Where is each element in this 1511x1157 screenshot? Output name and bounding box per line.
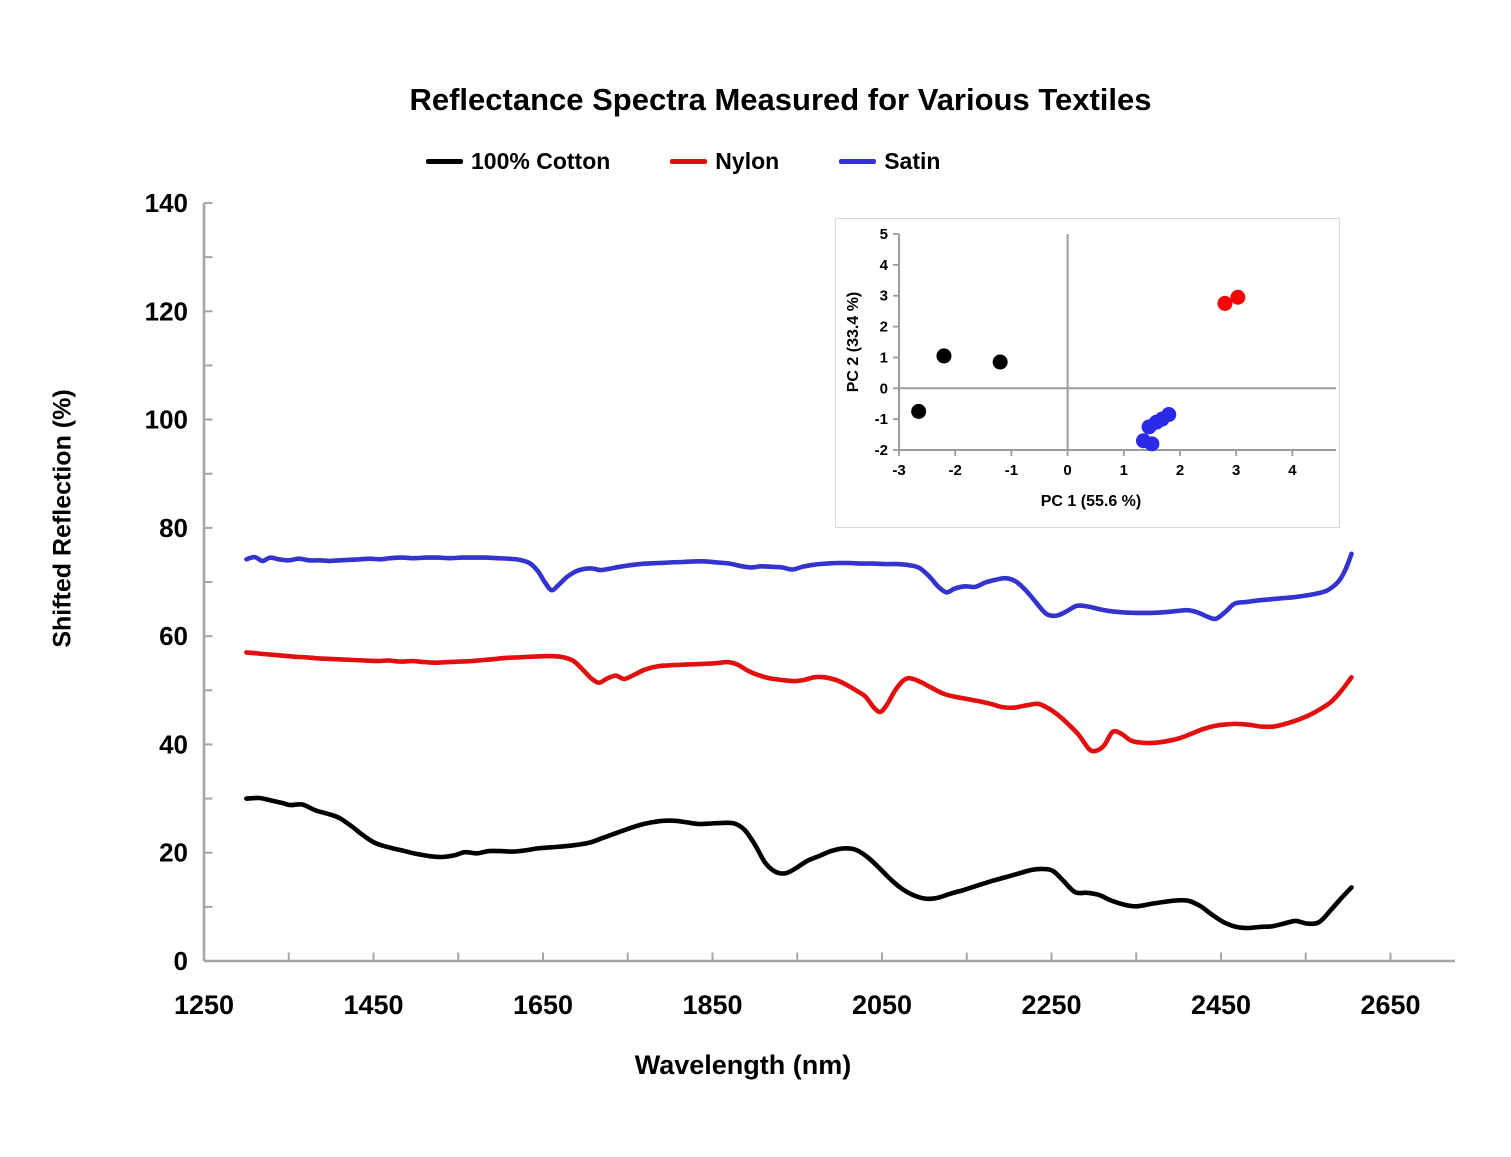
y-tick-label: 20 bbox=[159, 838, 188, 868]
legend-swatch-icon bbox=[839, 159, 877, 164]
x-tick-label: 2450 bbox=[1191, 990, 1251, 1020]
inset-point-satin bbox=[1161, 407, 1177, 423]
chart-title: Reflectance Spectra Measured for Various… bbox=[409, 82, 1152, 117]
inset-y-tick-label: -2 bbox=[875, 442, 888, 459]
x-tick-label: 2650 bbox=[1360, 990, 1420, 1020]
y-tick-label: 140 bbox=[145, 188, 188, 218]
inset-x-tick-label: -2 bbox=[949, 462, 962, 479]
y-tick-label: 100 bbox=[145, 405, 188, 435]
legend-label: Satin bbox=[884, 148, 941, 174]
legend-swatch-icon bbox=[670, 159, 708, 164]
inset-point-nylon bbox=[1230, 289, 1246, 305]
y-tick-label: 60 bbox=[159, 621, 188, 651]
inset-x-tick-label: 0 bbox=[1063, 462, 1071, 479]
y-tick-label: 120 bbox=[145, 296, 188, 326]
x-tick-label: 1250 bbox=[174, 990, 234, 1020]
inset-x-tick-label: 3 bbox=[1232, 462, 1240, 479]
inset-y-tick-label: 4 bbox=[880, 257, 889, 274]
inset-x-axis-title: PC 1 (55.6 %) bbox=[1041, 493, 1141, 510]
x-axis-title: Wavelength (nm) bbox=[634, 1050, 852, 1080]
legend-item-nylon[interactable]: Nylon bbox=[670, 148, 779, 175]
inset-y-axis-title: PC 2 (33.4 %) bbox=[845, 292, 862, 392]
inset-y-tick-label: 2 bbox=[880, 319, 888, 336]
inset-point-cotton bbox=[992, 354, 1008, 370]
legend-item-100-cotton[interactable]: 100% Cotton bbox=[426, 148, 610, 175]
y-axis-title: Shifted Reflection (%) bbox=[48, 389, 77, 648]
y-tick-label: 0 bbox=[174, 946, 188, 976]
inset-y-tick-label: 3 bbox=[880, 288, 888, 305]
inset-x-tick-label: 1 bbox=[1120, 462, 1128, 479]
inset-y-tick-label: 1 bbox=[880, 349, 888, 366]
x-tick-label: 1450 bbox=[343, 990, 403, 1020]
series-line-nylon bbox=[244, 650, 1354, 754]
inset-point-satin bbox=[1144, 436, 1160, 452]
inset-x-tick-label: 2 bbox=[1176, 462, 1184, 479]
x-tick-label: 2250 bbox=[1021, 990, 1081, 1020]
x-tick-label: 1850 bbox=[682, 990, 742, 1020]
series-line-100-cotton bbox=[244, 795, 1354, 931]
inset-y-tick-label: 5 bbox=[880, 226, 888, 243]
x-tick-label: 2050 bbox=[852, 990, 912, 1020]
inset-x-tick-label: 4 bbox=[1288, 462, 1297, 479]
y-tick-label: 40 bbox=[159, 729, 188, 759]
legend: 100% Cotton Nylon Satin bbox=[426, 148, 940, 175]
inset-y-tick-label: 0 bbox=[880, 380, 888, 397]
inset-point-cotton bbox=[936, 348, 952, 364]
legend-swatch-icon bbox=[426, 159, 463, 164]
x-tick-label: 1650 bbox=[513, 990, 573, 1020]
inset-point-nylon bbox=[1217, 295, 1233, 311]
inset-point-cotton bbox=[911, 403, 927, 419]
inset-x-tick-label: -1 bbox=[1005, 462, 1018, 479]
y-tick-label: 80 bbox=[159, 513, 188, 543]
legend-label: 100% Cotton bbox=[471, 148, 611, 174]
inset-x-tick-label: -3 bbox=[892, 462, 905, 479]
series-line-satin bbox=[244, 551, 1354, 622]
inset-pca-plot: -3 -2 -1 0 1 2 3 4 -2 -1 0 1 2 3 4 5 PC 1 (55.6 %) PC 2 (… bbox=[835, 218, 1340, 528]
inset-y-tick-label: -1 bbox=[875, 411, 888, 428]
legend-label: Nylon bbox=[715, 148, 780, 174]
legend-item-satin[interactable]: Satin bbox=[839, 148, 940, 175]
